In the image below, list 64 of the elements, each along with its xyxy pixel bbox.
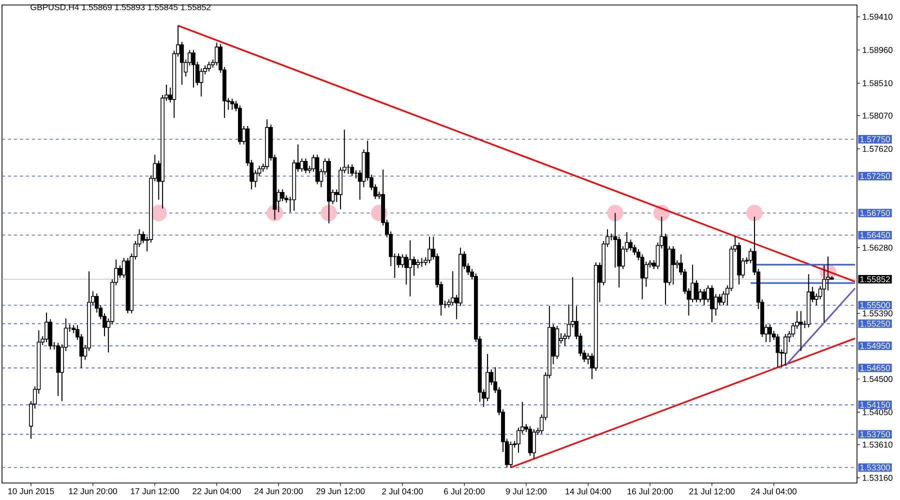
candlestick xyxy=(350,164,354,177)
candlestick xyxy=(702,288,706,306)
ref-line-label: 1.55250 xyxy=(860,320,890,327)
candlestick xyxy=(304,158,308,174)
candlestick xyxy=(280,188,284,202)
y-tick-label: 1.56280 xyxy=(862,244,892,251)
x-tick-label: 21 Jul 12:00 xyxy=(689,488,735,494)
ref-line-label: 1.57250 xyxy=(860,173,890,180)
candlestick xyxy=(230,98,234,110)
candlestick xyxy=(783,333,788,366)
y-tick-label: 1.55390 xyxy=(862,310,892,316)
ref-line-label: 1.54150 xyxy=(860,402,890,408)
y-tick-label: 1.54500 xyxy=(862,376,892,382)
y-tick-label: 1.53610 xyxy=(862,442,892,448)
y-tick-label: 1.53160 xyxy=(862,474,892,481)
x-tick-label: 16 Jul 20:00 xyxy=(628,488,673,494)
candlestick xyxy=(768,324,772,343)
ref-line-label: 1.54950 xyxy=(860,342,890,349)
y-tick-label: 1.54050 xyxy=(862,409,892,416)
candlestick xyxy=(192,49,196,88)
ref-line-label: 1.53750 xyxy=(860,431,890,438)
candlestick xyxy=(44,312,48,343)
x-tick-label: 22 Jun 04:00 xyxy=(192,488,241,494)
x-tick-label: 24 Jun 20:00 xyxy=(254,488,303,494)
candlestick xyxy=(400,254,404,268)
chart-title: GBPUSD,H4 1.55869 1.55893 1.55845 1.55852 xyxy=(30,4,211,12)
candlestick xyxy=(532,428,536,460)
candlestick xyxy=(199,68,204,97)
y-tick-label: 1.58510 xyxy=(862,80,892,86)
candlestick xyxy=(412,256,416,276)
x-tick-label: 9 Jul 12:00 xyxy=(506,488,547,494)
candlestick xyxy=(776,333,780,368)
candlestick xyxy=(694,280,698,303)
candlestick xyxy=(644,261,648,288)
x-tick-label: 24 Jul 04:00 xyxy=(751,488,797,494)
x-tick-label: 2 Jul 04:00 xyxy=(382,488,423,494)
candlestick xyxy=(207,61,211,72)
x-tick-label: 6 Jul 20:00 xyxy=(444,488,485,494)
x-tick-label: 14 Jul 04:00 xyxy=(566,488,611,494)
candlestick xyxy=(710,284,714,323)
y-tick-label: 1.58960 xyxy=(862,47,892,53)
candlestick xyxy=(628,239,633,252)
candlestick xyxy=(718,294,722,306)
y-tick-label: 1.59410 xyxy=(862,14,892,20)
x-tick-label: 17 Jun 12:00 xyxy=(130,488,179,494)
ref-line-label: 1.56750 xyxy=(860,210,890,216)
x-tick-label: 29 Jun 12:00 xyxy=(316,488,365,494)
candlestick xyxy=(408,240,412,297)
candlestick xyxy=(798,310,803,352)
x-tick-label: 12 Jun 20:00 xyxy=(69,488,118,494)
ref-line-label: 1.57750 xyxy=(860,136,890,142)
ref-line-label: 1.55500 xyxy=(860,302,890,308)
candlestick xyxy=(508,441,513,468)
y-tick-label: 1.58070 xyxy=(862,112,892,119)
y-tick-label: 1.57620 xyxy=(862,146,892,152)
ref-line-label: 1.55852 xyxy=(860,276,890,282)
candlestick xyxy=(528,426,532,456)
ref-line-label: 1.54650 xyxy=(860,364,890,371)
candlestick xyxy=(428,236,432,264)
ref-line-label: 1.53300 xyxy=(860,464,890,470)
ref-line-label: 1.56450 xyxy=(860,232,890,238)
candlestick xyxy=(586,352,590,365)
x-tick-label: 10 Jun 2015 xyxy=(8,488,54,494)
candlestick xyxy=(315,154,320,185)
